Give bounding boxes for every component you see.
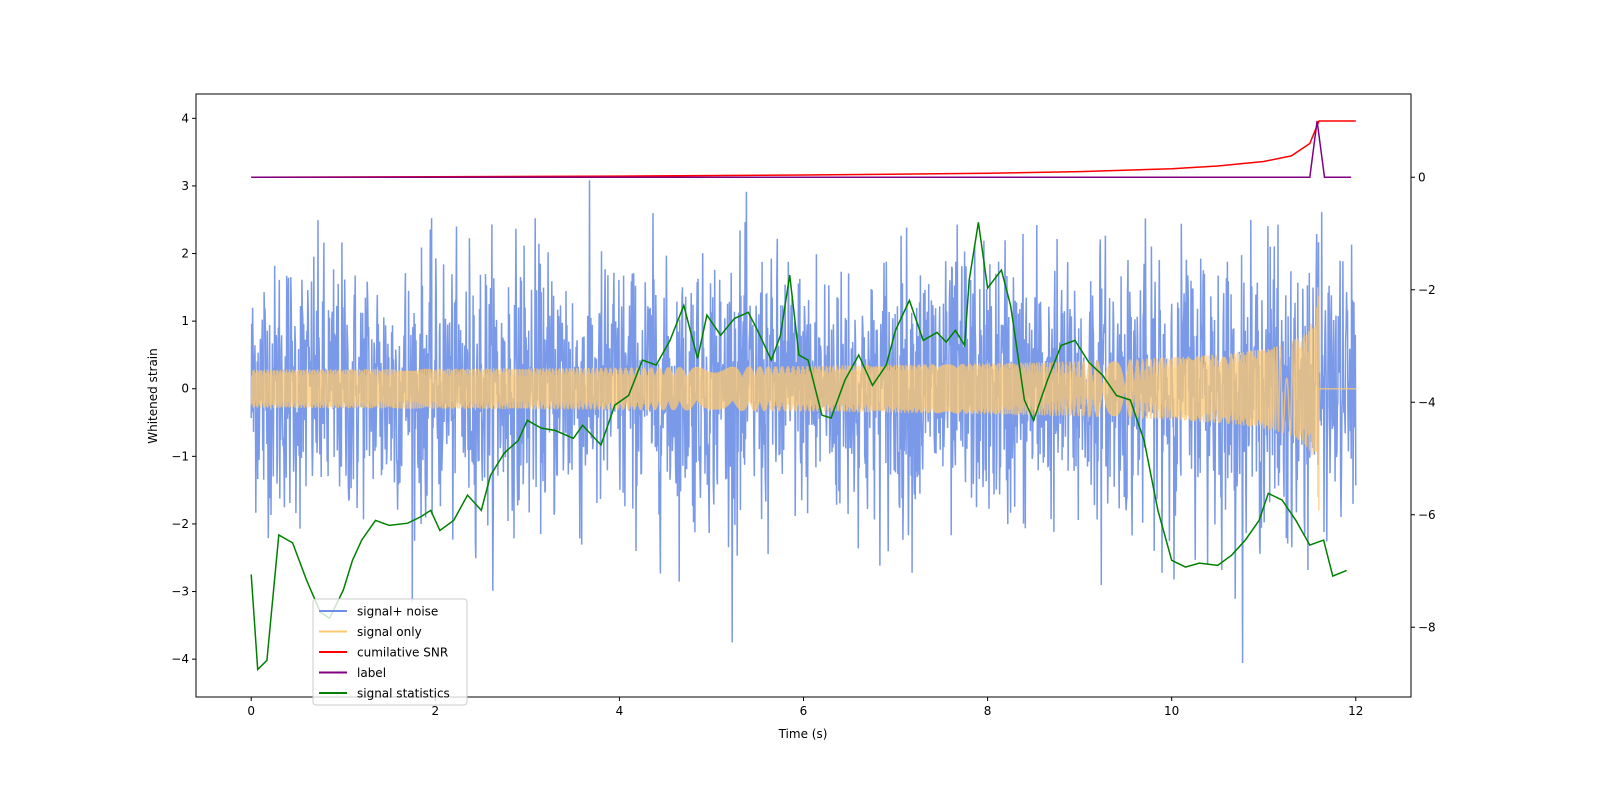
y2-tick-label: −4 [1418, 395, 1436, 409]
y-tick-label: 0 [181, 382, 189, 396]
legend: signal+ noise signal only cumilative SNR la… [312, 598, 468, 706]
y2-axis-ticks: −8 −6 −4 −2 0 [1411, 170, 1436, 634]
series-line-2 [251, 120, 1356, 179]
y-tick-label: 1 [181, 314, 189, 328]
x-tick-label: 10 [1164, 704, 1179, 718]
legend-label: signal only [357, 625, 422, 639]
y2-tick-label: −2 [1418, 283, 1436, 297]
x-tick-label: 2 [431, 704, 439, 718]
plot-lines [250, 120, 1357, 672]
y-tick-label: 4 [181, 111, 189, 125]
series-line-1 [250, 287, 1356, 511]
y-axis-ticks: −4 −3 −2 −1 0 1 2 3 4 [171, 111, 196, 666]
y-tick-label: 2 [181, 247, 189, 261]
x-tick-label: 4 [616, 704, 624, 718]
y2-tick-label: 0 [1418, 170, 1426, 184]
series-line-4 [250, 222, 1347, 672]
x-tick-label: 8 [984, 704, 992, 718]
x-tick-label: 0 [247, 704, 255, 718]
y2-tick-label: −8 [1418, 620, 1436, 634]
x-axis-ticks: 0 2 4 6 8 10 12 [247, 697, 1363, 718]
x-tick-label: 6 [800, 704, 808, 718]
legend-label: signal+ noise [357, 605, 438, 619]
x-axis-label: Time (s) [778, 727, 828, 741]
legend-label: cumilative SNR [357, 646, 448, 660]
y-tick-label: −2 [171, 517, 189, 531]
series-line-3 [251, 120, 1352, 179]
x-tick-label: 12 [1348, 704, 1363, 718]
series-line-0 [250, 180, 1357, 664]
legend-box [312, 598, 468, 706]
y-tick-label: −3 [171, 585, 189, 599]
y-tick-label: −1 [171, 449, 189, 463]
y-tick-label: −4 [171, 652, 189, 666]
y-axis-label: Whitened strain [146, 348, 160, 444]
legend-label: label [357, 666, 386, 680]
y2-tick-label: −6 [1418, 508, 1436, 522]
y-tick-label: 3 [181, 179, 189, 193]
legend-label: signal statistics [357, 687, 450, 701]
